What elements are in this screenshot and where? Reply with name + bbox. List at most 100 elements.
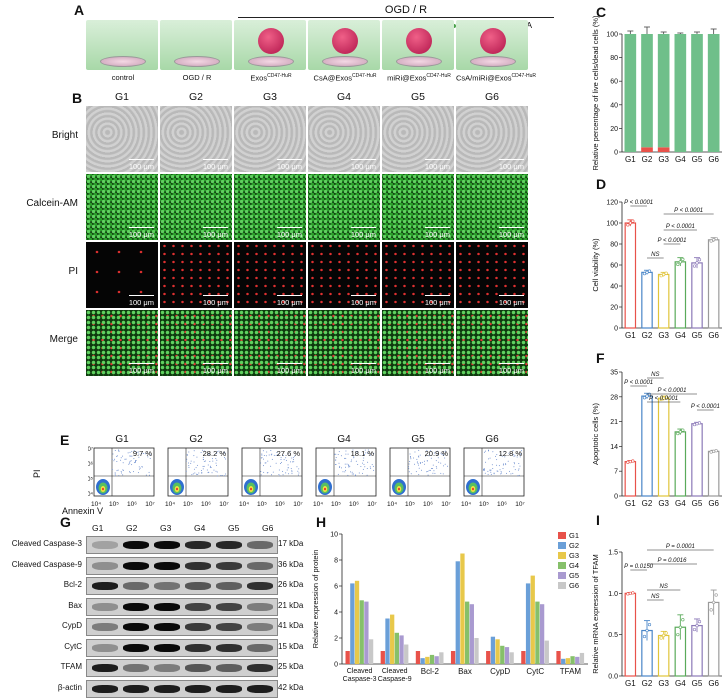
y-axis-label: Relative expression of protein xyxy=(312,550,320,649)
scatter-dot xyxy=(518,462,520,464)
blot-strip xyxy=(86,679,278,698)
x-tick-label: G2 xyxy=(642,499,653,508)
condition-name: control xyxy=(111,73,135,82)
scatter-dot xyxy=(413,457,415,459)
scatter-dot xyxy=(349,465,351,467)
scale-bar: 100 μm xyxy=(202,227,229,239)
x-tick: 10⁷ xyxy=(219,501,229,508)
data-point xyxy=(692,264,697,268)
y-tick-label: 6 xyxy=(334,584,338,591)
kda-label: 42 kDa xyxy=(278,682,304,692)
population-peak xyxy=(398,487,400,491)
x-tick: 10⁵ xyxy=(109,501,119,508)
scatter-dot xyxy=(496,464,498,466)
group-header-b: G1 xyxy=(114,91,129,103)
scatter-dot xyxy=(260,471,262,473)
micrograph-tile: 100 μm xyxy=(456,310,528,376)
y-tick: 10⁵ xyxy=(88,476,94,483)
scatter-dot xyxy=(440,462,442,464)
scatter-dot xyxy=(291,470,293,472)
scatter-dot xyxy=(193,450,195,452)
scatter-dot xyxy=(424,455,426,457)
scatter-dot xyxy=(149,457,151,459)
scatter-dot xyxy=(129,460,131,462)
scatter-dot xyxy=(432,464,434,466)
x-tick: 10⁷ xyxy=(515,501,525,508)
blot-band xyxy=(247,541,273,549)
bar xyxy=(707,450,720,497)
scatter-dot xyxy=(211,472,213,474)
scatter-dot xyxy=(133,450,135,452)
y-tick-label: 35 xyxy=(610,370,618,377)
scatter-dot xyxy=(443,455,445,457)
quadrant-percent: 18.1 % xyxy=(351,449,375,458)
scatter-dot xyxy=(337,453,339,455)
blot-band xyxy=(247,602,273,611)
population-peak xyxy=(102,487,104,491)
x-tick-label: Cleaved xyxy=(347,668,373,675)
scatter-dot xyxy=(120,471,122,473)
scatter-dot xyxy=(279,475,281,477)
scatter-dot xyxy=(190,462,192,464)
micrograph-tile: 100 μm xyxy=(382,310,454,376)
scatter-dot xyxy=(356,451,358,453)
scatter-dot xyxy=(209,466,211,468)
scatter-dot xyxy=(362,468,364,470)
scatter-dot xyxy=(345,450,347,452)
data-point xyxy=(681,428,685,432)
bar xyxy=(380,651,385,664)
condition-name: OGD / R xyxy=(182,73,212,82)
x-tick: 10⁷ xyxy=(367,501,377,508)
scatter-dot xyxy=(490,473,492,475)
protein-label: CypD xyxy=(61,621,82,630)
scatter-dot xyxy=(209,454,211,456)
x-tick-label: G6 xyxy=(708,679,719,688)
scatter-dot xyxy=(280,459,282,461)
y-tick-label: 0 xyxy=(334,662,338,669)
scatter-dot xyxy=(216,475,218,477)
quadrant-percent: 28.2 % xyxy=(203,449,227,458)
scatter-dot xyxy=(424,463,426,465)
legend-label: G6 xyxy=(569,581,579,590)
scale-bar: 100 μm xyxy=(498,363,525,375)
data-point xyxy=(628,460,632,464)
x-tick-label: CytC xyxy=(526,667,544,676)
scatter-dot xyxy=(206,469,208,471)
group-header-e: G1 xyxy=(115,434,129,445)
data-point xyxy=(645,628,649,633)
e-xlabel: Annexin V xyxy=(62,506,104,516)
y-tick-label: 0 xyxy=(614,494,618,501)
group-header-e: G4 xyxy=(337,434,351,445)
scatter-dot xyxy=(225,458,227,460)
scatter-dot xyxy=(346,463,348,465)
sig-label: NS xyxy=(651,372,659,378)
blot-band xyxy=(92,561,118,570)
protein-label: β-actin xyxy=(57,682,82,692)
scatter-dot xyxy=(355,475,357,477)
micrograph-tile: 100 μm xyxy=(86,242,158,308)
scatter-dot xyxy=(137,472,139,474)
scatter-dot xyxy=(268,454,270,456)
data-point xyxy=(645,394,649,398)
scatter-dot xyxy=(293,461,295,463)
scatter-dot xyxy=(193,461,195,463)
scale-bar: 100 μm xyxy=(498,227,525,239)
legend-label: G5 xyxy=(569,571,579,580)
scatter-dot xyxy=(138,456,140,458)
scatter-dot xyxy=(364,449,366,451)
flow-plot: 9.7 % 10⁴ 10⁵ 10⁶ 10⁷ 10⁴ 10⁵ 10⁶ 10⁷ xyxy=(88,446,155,508)
quadrant-percent: 20.9 % xyxy=(425,449,449,458)
bar xyxy=(521,651,526,664)
bar xyxy=(561,658,566,664)
scatter-dot xyxy=(371,464,373,466)
scatter-dot xyxy=(512,472,514,474)
scatter-dot xyxy=(211,458,213,460)
blot-band xyxy=(216,664,242,672)
x-tick-label: TFAM xyxy=(560,667,582,676)
scatter-dot xyxy=(260,457,262,459)
scatter-dot xyxy=(135,459,137,461)
x-tick: 10⁶ xyxy=(497,501,507,508)
sig-label: NS xyxy=(659,584,667,590)
data-point xyxy=(697,620,702,624)
scatter-dot xyxy=(198,472,200,474)
